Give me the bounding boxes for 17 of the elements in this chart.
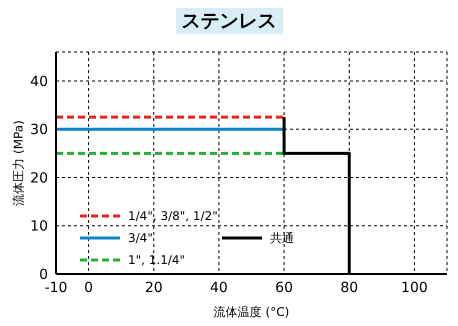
legend-label: 1", 1.1/4"	[128, 253, 186, 267]
y-tick-label: 10	[30, 218, 48, 235]
chart-title: ステンレス	[176, 8, 282, 34]
x-tick-label: 60	[275, 280, 293, 296]
y-axis-title: 流体圧力 (MPa)	[11, 120, 26, 206]
x-tick-label: 20	[144, 280, 163, 296]
y-tick-label: 30	[30, 122, 48, 138]
legend-label: 1/4", 3/8", 1/2"	[128, 209, 218, 223]
x-tick-label: 100	[401, 280, 428, 296]
y-tick-label: 20	[30, 170, 48, 186]
y-tick-label: 40	[30, 74, 48, 90]
x-tick-label: 80	[340, 280, 358, 296]
x-axis-title: 流体温度 (°C)	[214, 305, 290, 319]
x-tick-label: 40	[210, 280, 228, 296]
legend-label: 共通	[270, 230, 294, 246]
x-tick-label: 0	[84, 280, 94, 296]
legend-label: 3/4"	[128, 231, 153, 245]
